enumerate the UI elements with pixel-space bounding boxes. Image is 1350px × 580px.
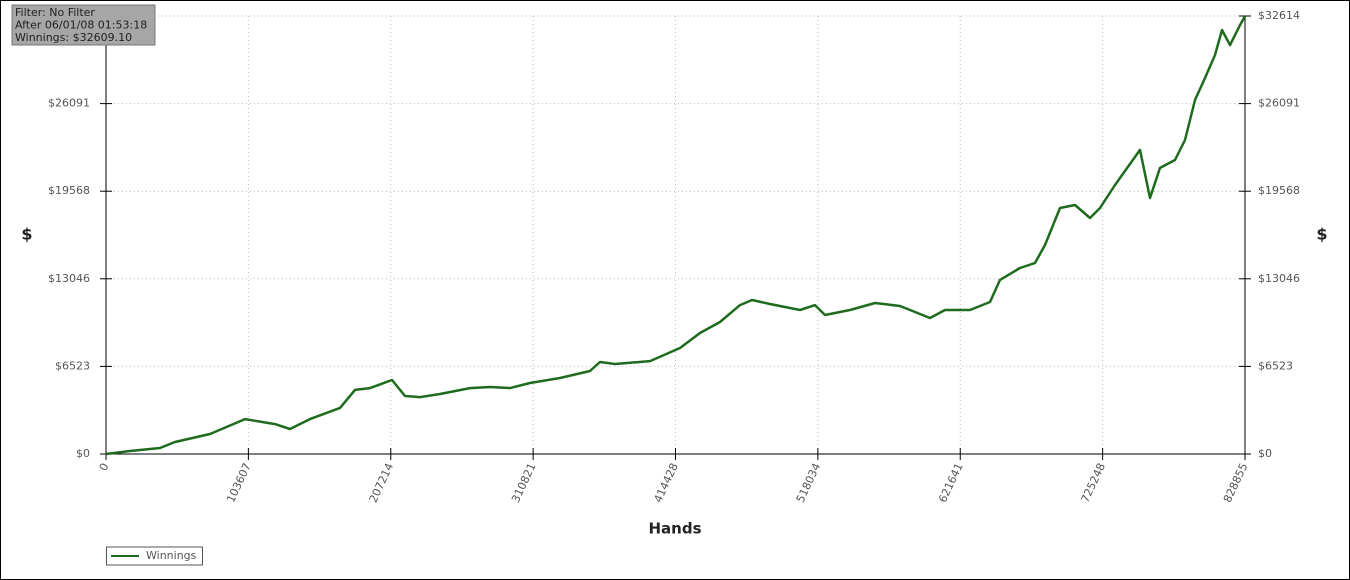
- y2-tick-label: $0: [1258, 447, 1272, 460]
- y-tick-label: $6523: [55, 359, 90, 372]
- x-tick-label: 0: [97, 461, 112, 473]
- y-tick-label: $19568: [48, 184, 90, 197]
- y-tick-label: $13046: [48, 272, 90, 285]
- legend-box: [106, 546, 203, 566]
- y-tick-label: $0: [76, 447, 90, 460]
- info-box: [11, 4, 156, 46]
- y2-tick-label: $32614: [1258, 9, 1300, 22]
- info-text: Winnings: $32609.10: [15, 31, 132, 44]
- info-text: After 06/01/08 01:53:18: [15, 19, 147, 32]
- y2-tick-label: $26091: [1258, 97, 1300, 110]
- y2-tick-label: $13046: [1258, 272, 1300, 285]
- legend-label: Winnings: [146, 549, 197, 562]
- y2-tick-label: $19568: [1258, 184, 1300, 197]
- info-text: Filter: No Filter: [15, 6, 95, 19]
- y2-axis-label: $: [1316, 225, 1327, 244]
- y-axis-label: $: [21, 225, 32, 244]
- series-line: [105, 15, 1247, 456]
- y-tick-label: $26091: [48, 97, 90, 110]
- x-axis-label: Hands: [648, 520, 701, 538]
- y2-tick-label: $6523: [1258, 359, 1293, 372]
